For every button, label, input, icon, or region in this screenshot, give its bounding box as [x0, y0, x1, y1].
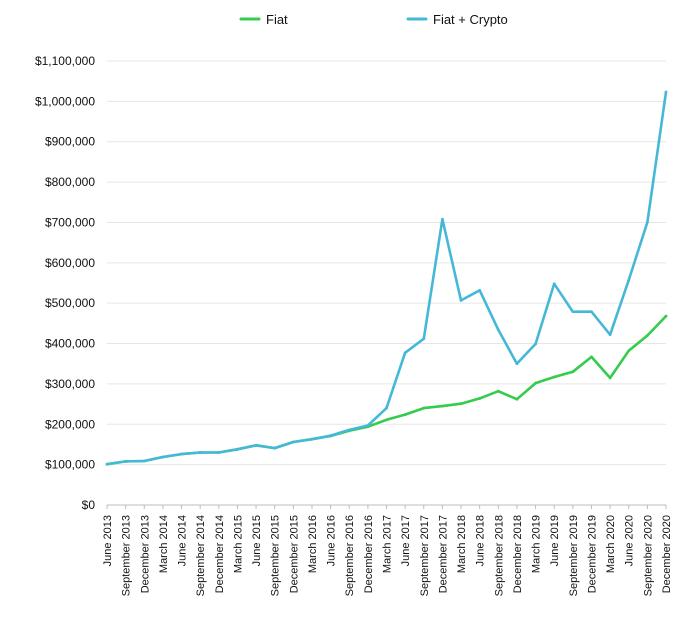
series-fiat-crypto-point — [236, 447, 239, 451]
x-tick-label: September 2014 — [195, 515, 207, 596]
series-fiat-point — [515, 397, 519, 401]
legend-fiat-label: Fiat — [266, 12, 288, 27]
y-tick-label: $1,100,000 — [35, 54, 95, 68]
x-tick-label: September 2013 — [121, 515, 133, 596]
series-fiat-crypto-point — [515, 362, 519, 366]
series-fiat-crypto-point — [552, 282, 556, 286]
series-fiat-crypto-point — [329, 434, 332, 437]
series-fiat-crypto-point — [254, 443, 258, 447]
x-tick-label: March 2018 — [456, 515, 468, 573]
x-tick-label: December 2020 — [661, 515, 673, 593]
x-tick-label: December 2014 — [214, 515, 226, 593]
y-tick-label: $100,000 — [45, 458, 95, 472]
series-fiat-crypto-point — [534, 342, 537, 346]
x-tick-label: December 2018 — [512, 515, 524, 593]
series-fiat-line — [105, 314, 668, 466]
series-fiat-crypto-point — [161, 455, 165, 459]
series-fiat-point — [571, 370, 575, 374]
y-tick-label: $500,000 — [45, 296, 95, 310]
series-fiat-crypto-point — [403, 351, 407, 355]
legend-fiat-crypto-label: Fiat + Crypto — [433, 12, 508, 27]
series-fiat-crypto-point — [366, 424, 370, 427]
axis-layer: $0 $100,000 $200,000 $300,000 $400,000 $500,0… — [35, 54, 673, 596]
x-tick-label: December 2016 — [363, 515, 375, 593]
series-fiat-crypto-point — [385, 406, 388, 410]
series-fiat-crypto-point — [124, 460, 128, 463]
series-layer — [105, 90, 668, 466]
series-fiat-point — [627, 349, 631, 353]
series-fiat-crypto-point — [664, 90, 668, 94]
series-fiat-point — [478, 397, 482, 400]
x-tick-label: March 2016 — [307, 515, 319, 573]
x-tick-label: March 2020 — [605, 515, 617, 573]
series-fiat-crypto-point — [571, 310, 575, 314]
series-fiat-crypto-point — [478, 288, 482, 292]
series-fiat-crypto-point — [459, 298, 463, 302]
x-tick-label: March 2014 — [158, 515, 170, 573]
y-tick-label: $800,000 — [45, 175, 95, 189]
y-tick-label: $400,000 — [45, 337, 95, 351]
series-fiat-crypto-point — [347, 428, 351, 432]
x-tick-label: September 2017 — [419, 515, 431, 596]
x-tick-label: September 2015 — [270, 515, 282, 596]
x-tick-label: June 2018 — [475, 515, 487, 566]
series-fiat-crypto-point — [441, 217, 444, 221]
series-fiat-crypto-point — [627, 278, 631, 282]
series-fiat-point — [459, 402, 463, 406]
series-fiat-point — [403, 413, 407, 416]
series-fiat-point — [496, 389, 500, 393]
grid-layer — [107, 60, 666, 506]
series-fiat-crypto-point — [142, 459, 146, 463]
series-fiat-crypto-point — [105, 462, 109, 466]
y-tick-label: $600,000 — [45, 256, 95, 270]
x-tick-label: September 2019 — [568, 515, 580, 596]
series-fiat-point — [552, 375, 556, 379]
series-fiat-crypto-point — [217, 451, 221, 454]
series-fiat-crypto-point — [310, 437, 314, 441]
x-tick-label: June 2019 — [549, 515, 561, 566]
y-tick-label: $200,000 — [45, 417, 95, 431]
series-fiat-point — [664, 314, 668, 318]
y-tick-label: $300,000 — [45, 377, 95, 391]
x-tick-label: June 2015 — [251, 515, 263, 566]
legend: Fiat Fiat + Crypto — [239, 12, 508, 27]
x-tick-label: September 2020 — [642, 515, 654, 596]
x-tick-label: September 2018 — [493, 515, 505, 596]
x-tick-label: March 2019 — [531, 515, 543, 573]
y-tick-label: $900,000 — [45, 135, 95, 149]
series-fiat-point — [422, 406, 426, 410]
series-fiat-point — [590, 355, 593, 359]
series-fiat-point — [534, 381, 537, 385]
series-fiat-point — [385, 418, 388, 422]
x-tick-label: December 2015 — [288, 515, 300, 593]
series-fiat-crypto-point — [198, 451, 202, 454]
x-tick-label: June 2016 — [326, 515, 338, 566]
series-fiat-crypto-point — [273, 446, 277, 450]
series-fiat-crypto-point — [291, 440, 295, 444]
series-fiat-point — [608, 376, 612, 380]
series-fiat-point — [441, 404, 444, 408]
x-tick-label: March 2017 — [382, 515, 394, 573]
series-fiat-crypto-point — [422, 337, 426, 341]
series-fiat-point — [645, 334, 649, 337]
x-tick-label: December 2019 — [586, 515, 598, 593]
x-tick-label: March 2015 — [232, 515, 244, 573]
x-tick-label: December 2017 — [437, 515, 449, 593]
x-tick-label: June 2013 — [102, 515, 114, 566]
y-tick-label: $0 — [82, 498, 96, 512]
x-tick-label: December 2013 — [139, 515, 151, 593]
x-tick-label: September 2016 — [344, 515, 356, 596]
series-fiat-crypto-point — [496, 328, 500, 332]
series-fiat-crypto-point — [645, 220, 649, 224]
y-tick-label: $1,000,000 — [35, 94, 95, 108]
x-tick-label: June 2017 — [400, 515, 412, 566]
series-fiat-crypto-point — [608, 333, 612, 337]
x-tick-label: June 2014 — [177, 515, 189, 566]
series-fiat-crypto-point — [590, 310, 593, 314]
series-fiat-crypto-point — [180, 452, 183, 456]
x-tick-label: June 2020 — [624, 515, 636, 566]
y-tick-label: $700,000 — [45, 215, 95, 229]
